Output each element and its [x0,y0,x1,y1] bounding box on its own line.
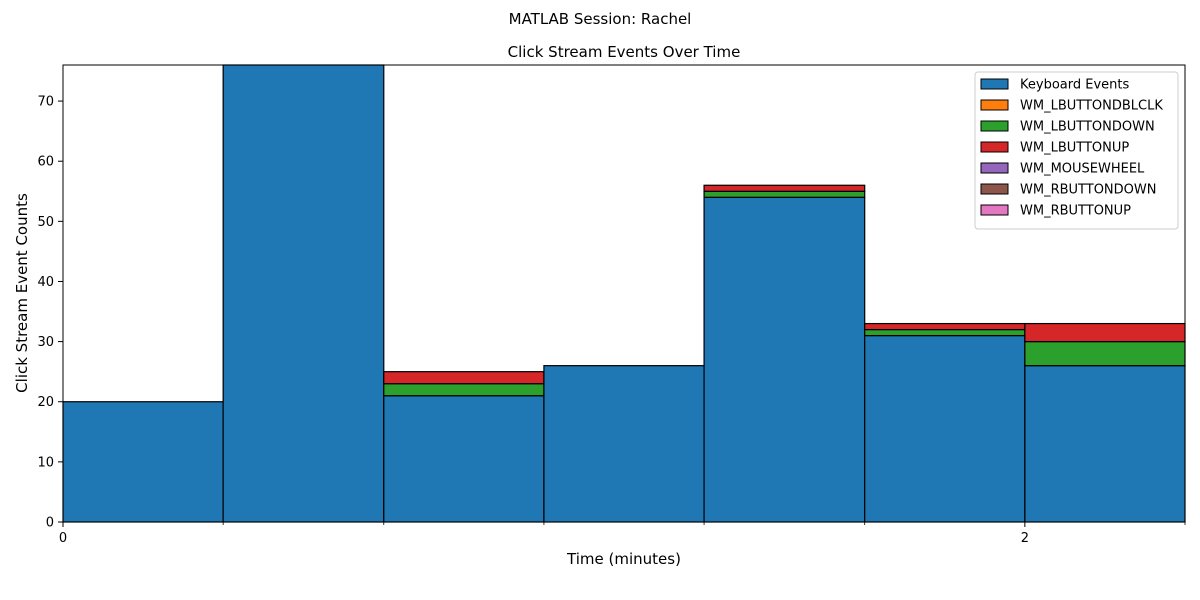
legend-swatch [980,120,1009,132]
bar-segment [383,395,545,523]
legend-label: WM_MOUSEWHEEL [1020,162,1145,177]
legend-label: WM_LBUTTONUP [1020,141,1129,156]
bar-segment [703,184,866,192]
legend: Keyboard Events WM_LBUTTONDBLCLK WM_LBUTTO… [974,71,1179,230]
legend-label: WM_RBUTTONDOWN [1020,183,1156,198]
y-axis-label: Click Stream Event Counts [13,193,31,393]
legend-swatch [980,162,1009,174]
legend-label: Keyboard Events [1020,78,1129,93]
legend-swatch [980,141,1009,153]
legend-label: WM_LBUTTONDBLCLK [1020,99,1163,114]
bar-segment [62,401,224,523]
bar-segment [1024,365,1186,523]
legend-label: WM_LBUTTONDOWN [1020,120,1155,135]
legend-box [974,71,1179,230]
bar-segment [383,371,545,385]
x-tick-label: 0 [59,531,67,546]
plot-frame [62,64,1186,523]
y-tick-label: 10 [37,455,54,470]
bar-segment [222,64,385,523]
bar-segment [543,365,705,523]
bar-segment [864,322,1026,331]
y-tick-label: 0 [46,516,54,531]
y-tick-label: 30 [37,335,54,350]
legend-swatch [980,183,1009,195]
bar-segment [1024,341,1186,367]
bar-segment [1024,322,1186,343]
x-tick-label: 2 [1021,531,1029,546]
legend-swatch [980,78,1009,90]
bar-segment [864,334,1026,523]
bar-segment [703,190,866,198]
legend-swatch [980,204,1009,216]
bar-segment [864,328,1026,337]
y-tick-label: 40 [37,275,54,290]
bar-segment [703,196,866,523]
x-axis-label: Time (minutes) [566,550,681,568]
figure-suptitle: MATLAB Session: Rachel [509,10,692,28]
legend-label: WM_RBUTTONUP [1020,204,1131,219]
axes-layer: 0 10 20 30 40 50 60 70 0 2 [37,64,1186,546]
y-tick-label: 70 [37,95,54,110]
y-tick-label: 20 [37,395,54,410]
y-tick-label: 50 [37,215,54,230]
legend-swatch [980,99,1009,111]
bars-layer [62,64,1186,523]
bar-segment [383,383,545,397]
y-tick-label: 60 [37,155,54,170]
chart-title: Click Stream Events Over Time [508,43,741,61]
